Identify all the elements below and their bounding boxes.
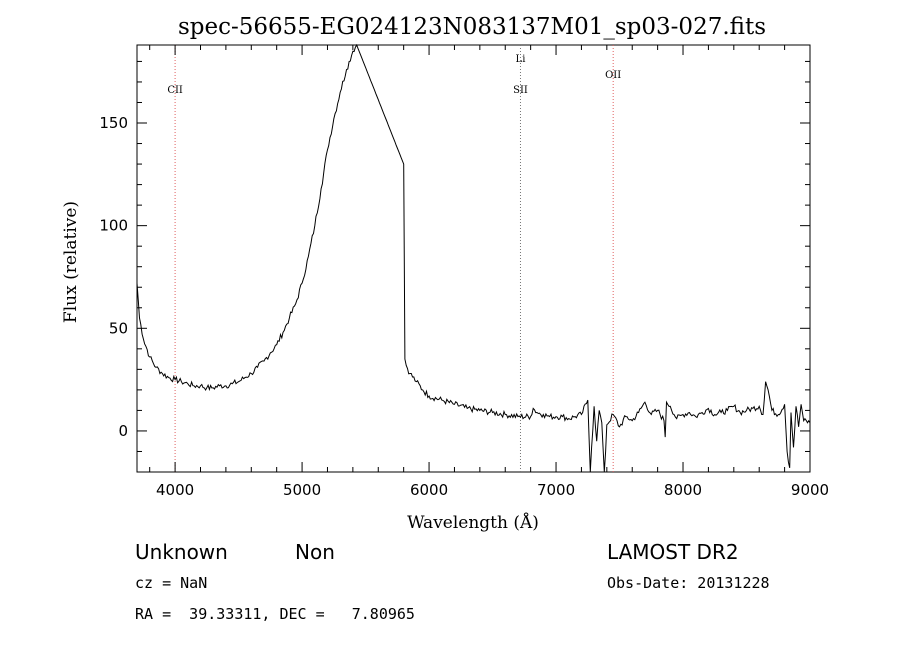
chart-title: spec-56655-EG024123N083137M01_sp03-027.f…: [178, 14, 766, 40]
y-tick-label: 0: [118, 422, 128, 440]
y-tick-label: 50: [109, 319, 128, 337]
plot-frame: [136, 44, 811, 473]
x-tick-label: 8000: [664, 481, 702, 499]
spectral-line-label-cii: CII: [167, 85, 183, 96]
x-tick-label: 7000: [537, 481, 575, 499]
spectral-line-label-oii: OII: [605, 70, 621, 81]
subclass-label: Non: [295, 540, 335, 564]
cz-text: cz = NaN: [135, 574, 207, 592]
x-tick-label: 4000: [156, 481, 194, 499]
spectral-line-label-li: Li: [516, 54, 526, 65]
x-tick-label: 5000: [283, 481, 321, 499]
spectral-lines-layer: CII SII Li OII: [167, 45, 621, 472]
x-axis-ticks: 4000 5000 6000 7000 8000 9000: [149, 45, 829, 499]
y-axis-label: Flux (relative): [61, 201, 81, 323]
y-tick-label: 150: [99, 114, 128, 132]
class-label: Unknown: [135, 540, 228, 564]
spectrum-series-line: [136, 43, 811, 473]
survey-label: LAMOST DR2: [607, 540, 739, 564]
y-axis-ticks: 0 50 100 150: [99, 60, 810, 452]
obs-date-text: Obs-Date: 20131228: [607, 574, 770, 592]
x-axis-label: Wavelength (Å): [407, 512, 539, 533]
spectral-line-label-sii: SII: [513, 85, 528, 96]
y-tick-label: 100: [99, 217, 128, 235]
x-tick-label: 6000: [410, 481, 448, 499]
x-tick-label: 9000: [791, 481, 829, 499]
ra-dec-text: RA = 39.33311, DEC = 7.80965: [135, 605, 415, 623]
